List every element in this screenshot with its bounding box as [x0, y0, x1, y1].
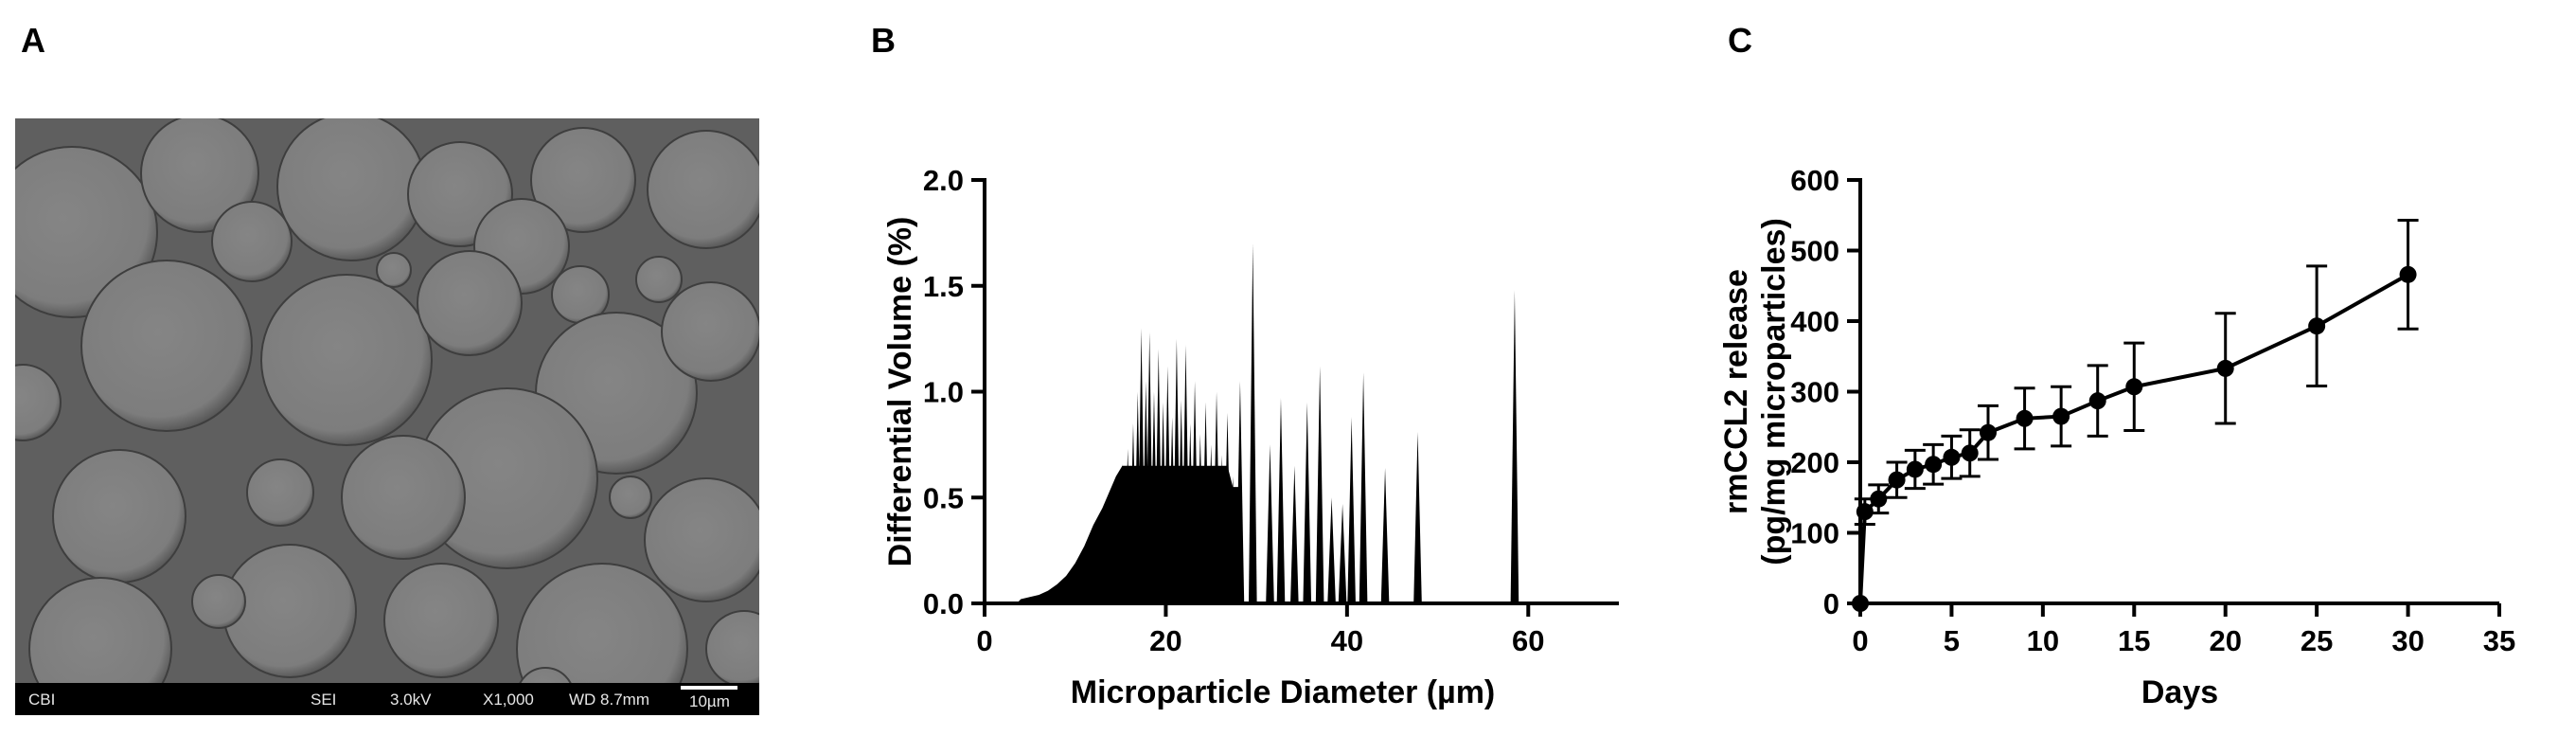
distribution-peak: [1276, 398, 1286, 603]
distribution-peak: [1359, 372, 1368, 603]
microparticle: [516, 563, 688, 683]
x-tick-label: 30: [2391, 624, 2424, 657]
microparticle: [140, 118, 259, 233]
data-point: [2216, 359, 2234, 377]
panel-label-a: A: [21, 21, 45, 60]
distribution-peak: [1338, 503, 1347, 603]
y-axis-label-line1: rmCCL2 release: [1718, 269, 1754, 514]
data-point: [2399, 265, 2417, 283]
x-tick-label: 0: [976, 624, 992, 657]
y-tick-label: 500: [1790, 235, 1839, 268]
y-tick-label: 300: [1790, 376, 1839, 409]
microparticle: [15, 364, 62, 441]
microparticle: [28, 577, 172, 683]
x-tick-label: 10: [2027, 624, 2059, 657]
y-tick-label: 0.5: [923, 481, 964, 514]
microparticle: [644, 477, 759, 602]
sem-mode: SEI: [311, 691, 337, 709]
sem-label-left: CBI: [28, 691, 56, 709]
data-point: [1961, 444, 1979, 462]
data-point: [1980, 423, 1997, 441]
distribution-peak: [1380, 467, 1390, 603]
distribution-peak: [1249, 243, 1257, 603]
distribution-peak: [1315, 366, 1324, 603]
microparticle: [376, 252, 412, 288]
y-tick-label: 0.0: [923, 587, 964, 620]
microparticle: [383, 563, 499, 678]
sem-voltage: 3.0kV: [390, 691, 432, 709]
microparticle: [211, 201, 293, 282]
microparticle: [661, 281, 759, 382]
y-tick-label: 100: [1790, 517, 1839, 550]
microparticle: [530, 127, 636, 233]
microparticle: [260, 274, 433, 446]
distribution-peak: [1266, 444, 1274, 603]
y-tick-label: 1.5: [923, 270, 964, 303]
data-point: [2125, 378, 2143, 396]
y-tick-label: 1.0: [923, 376, 964, 409]
x-tick-label: 20: [1149, 624, 1181, 657]
data-point: [1943, 448, 1961, 466]
y-tick-label: 400: [1790, 305, 1839, 338]
microparticle: [519, 667, 572, 683]
microparticle: [635, 256, 683, 303]
release-line: [1858, 273, 2409, 604]
x-tick-label: 20: [2209, 624, 2241, 657]
microparticle: [647, 130, 759, 249]
sem-image: [15, 118, 759, 683]
distribution-peak: [1347, 417, 1356, 603]
distribution-peak: [1303, 402, 1312, 603]
microparticle: [341, 435, 466, 560]
scale-bar-line: [681, 686, 737, 690]
data-point: [1852, 595, 1869, 612]
sem-magnification: X1,000: [483, 691, 534, 709]
microparticle: [52, 449, 187, 583]
microparticle: [705, 610, 759, 683]
data-point: [1870, 490, 1888, 508]
data-point: [1856, 503, 1874, 521]
y-axis-label-line2: (pg/mg microparticles): [1756, 218, 1792, 566]
distribution-base: [1021, 465, 1240, 603]
y-tick-label: 200: [1790, 446, 1839, 479]
data-point: [1906, 460, 1924, 478]
data-point: [2308, 317, 2326, 335]
microparticle: [191, 574, 246, 629]
y-tick-label: 600: [1790, 164, 1839, 197]
x-axis-label: Days: [2141, 674, 2218, 710]
size-distribution-chart: 0.0 0.5 1.0 1.5 2.0 0 20 40 60 Microparticle Diam…: [882, 164, 1619, 710]
microparticle: [417, 250, 523, 356]
y-tick-label: 2.0: [923, 164, 964, 197]
x-tick-label: 0: [1852, 624, 1868, 657]
sem-info-bar: CBI SEI 3.0kV X1,000 WD 8.7mm 10µm: [15, 683, 759, 715]
x-tick-label: 25: [2301, 624, 2333, 657]
x-tick-label: 5: [1944, 624, 1960, 657]
microparticle: [80, 260, 253, 432]
x-tick-label: 40: [1331, 624, 1363, 657]
distribution-peak: [1290, 465, 1299, 603]
panel-label-c: C: [1728, 21, 1752, 60]
microparticle: [276, 118, 426, 261]
release-profile-chart: 0 100 200 300 400 500 600 0 5 10 15 20 25 30 35 Days rmC…: [1718, 164, 2515, 710]
x-axis-label: Microparticle Diameter (µm): [1071, 674, 1496, 710]
microparticle: [609, 476, 652, 519]
y-tick-label: 0: [1823, 587, 1839, 620]
distribution-peak: [1327, 497, 1336, 603]
distribution-peak: [1413, 431, 1422, 603]
sem-working-distance: WD 8.7mm: [569, 691, 649, 709]
sem-micrograph: CBI SEI 3.0kV X1,000 WD 8.7mm 10µm: [15, 118, 759, 715]
panel-label-b: B: [871, 21, 896, 60]
x-tick-label: 15: [2118, 624, 2150, 657]
data-point: [2088, 392, 2106, 410]
data-point: [2016, 409, 2034, 427]
x-tick-label: 35: [2483, 624, 2515, 657]
distribution-peak: [1510, 290, 1519, 603]
data-point: [1888, 471, 1906, 489]
y-axis-label: Differential Volume (%): [882, 217, 918, 567]
scale-bar-label: 10µm: [689, 692, 730, 710]
microparticle: [246, 458, 314, 527]
x-tick-label: 60: [1512, 624, 1544, 657]
data-point: [1925, 456, 1943, 474]
data-point: [2052, 407, 2070, 425]
